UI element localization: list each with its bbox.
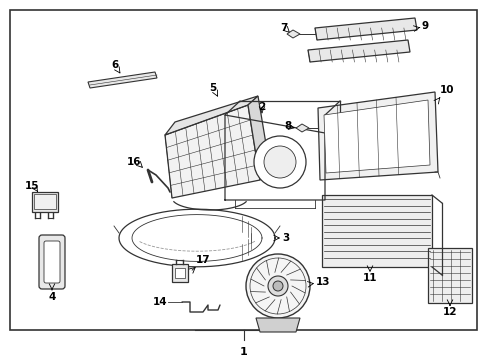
Text: 16: 16 — [126, 157, 141, 167]
FancyBboxPatch shape — [34, 194, 56, 209]
Text: 4: 4 — [48, 292, 56, 302]
Text: 13: 13 — [315, 277, 330, 287]
Text: 1: 1 — [240, 347, 247, 357]
Text: 2: 2 — [258, 102, 265, 112]
Text: 11: 11 — [362, 273, 376, 283]
Polygon shape — [314, 18, 416, 40]
Circle shape — [267, 276, 287, 296]
FancyBboxPatch shape — [32, 192, 58, 212]
Circle shape — [272, 281, 283, 291]
Text: 10: 10 — [439, 85, 453, 95]
Text: 8: 8 — [284, 121, 291, 131]
Text: 9: 9 — [421, 21, 428, 31]
Polygon shape — [88, 72, 157, 88]
Bar — [427, 248, 471, 303]
Bar — [10, 10, 476, 330]
Circle shape — [245, 254, 309, 318]
Bar — [321, 195, 431, 267]
Polygon shape — [295, 124, 308, 132]
FancyBboxPatch shape — [39, 235, 65, 289]
Polygon shape — [317, 92, 437, 180]
Text: 12: 12 — [442, 307, 456, 317]
Polygon shape — [247, 96, 269, 180]
Text: 14: 14 — [152, 297, 167, 307]
Text: 7: 7 — [280, 23, 287, 33]
Text: 6: 6 — [111, 60, 119, 70]
Polygon shape — [256, 318, 299, 332]
Text: 15: 15 — [25, 181, 39, 191]
FancyBboxPatch shape — [44, 241, 60, 283]
FancyBboxPatch shape — [175, 268, 184, 278]
FancyBboxPatch shape — [172, 264, 187, 282]
Circle shape — [264, 146, 295, 178]
Text: 3: 3 — [282, 233, 289, 243]
Polygon shape — [164, 105, 260, 198]
Circle shape — [253, 136, 305, 188]
Text: 5: 5 — [209, 83, 216, 93]
Polygon shape — [307, 40, 409, 62]
Polygon shape — [164, 96, 258, 135]
Polygon shape — [324, 100, 429, 173]
Polygon shape — [286, 30, 299, 38]
Text: 17: 17 — [196, 255, 210, 265]
